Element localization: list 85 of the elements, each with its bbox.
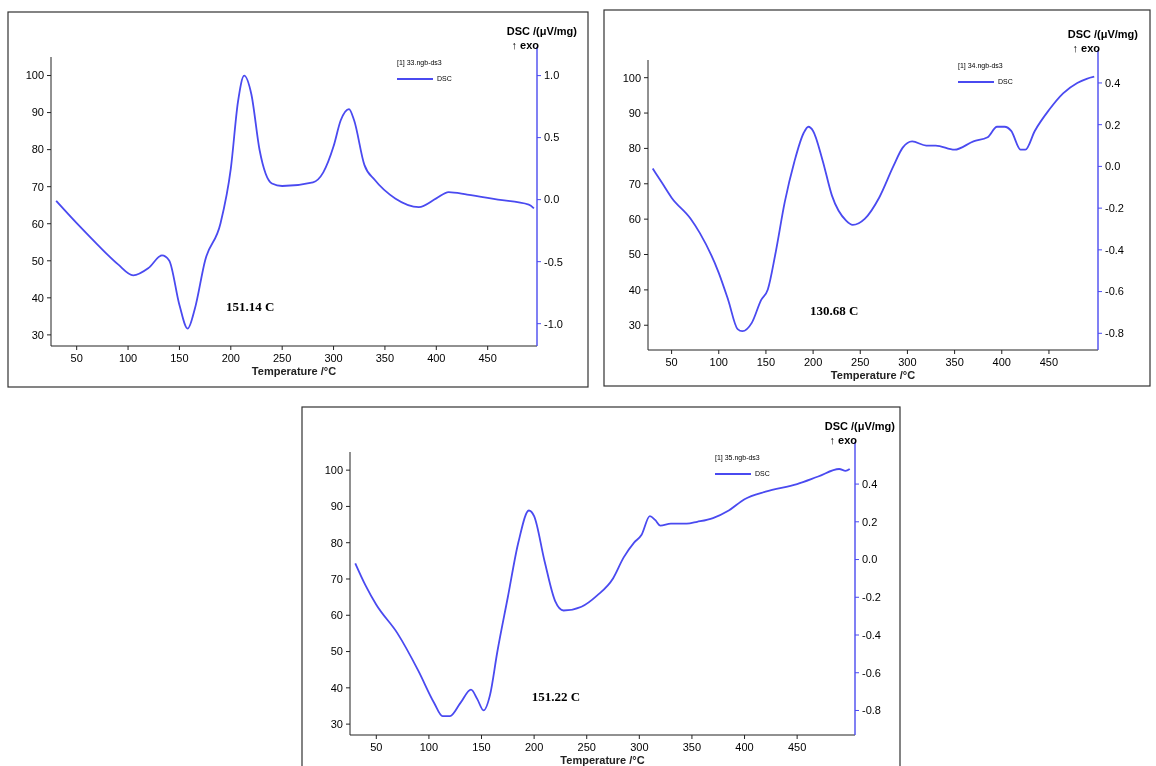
y2-axis-title: DSC /(μV/mg) (824, 420, 896, 432)
line-series (651, 75, 1096, 333)
y-tick-label: 50 (628, 248, 641, 261)
y-tick-label: 80 (31, 143, 44, 156)
line-series (55, 74, 535, 330)
y-tick-label: 50 (31, 254, 44, 267)
x-tick-label: 350 (375, 352, 395, 364)
y-tick-label: 30 (330, 717, 343, 730)
annotation: 151.22 C (531, 689, 581, 705)
y2-tick-label: -0.5 (544, 255, 563, 268)
x-tick-label: 400 (992, 356, 1011, 368)
y2-tick-label: -0.6 (1105, 285, 1124, 298)
y-tick-label: 70 (628, 177, 641, 190)
y-tick-label: 60 (330, 609, 343, 622)
y-tick-label: 50 (330, 645, 343, 658)
x-tick-label: 250 (851, 356, 870, 368)
x-tick-label: 150 (472, 741, 491, 753)
y-tick-label: 60 (31, 217, 44, 230)
x-axis-title: Temperature /°C (560, 754, 645, 766)
x-tick-label: 300 (898, 356, 917, 368)
y-tick-label: 40 (628, 283, 641, 296)
y2-tick-label: 0.2 (1105, 118, 1121, 131)
annotation: 130.68 C (810, 303, 859, 319)
y2-tick-label: 0.0 (1105, 160, 1121, 173)
x-tick-label: 100 (419, 741, 439, 753)
y-tick-label: 80 (330, 536, 343, 549)
annotation: 151.14 C (225, 299, 275, 315)
y-tick-label: 30 (628, 319, 641, 332)
x-tick-label: 350 (945, 356, 964, 368)
y-tick-label: 90 (31, 106, 44, 119)
y2-tick-label: 0.2 (862, 515, 878, 528)
x-tick-label: 400 (735, 741, 754, 753)
x-tick-label: 300 (324, 352, 343, 364)
x-tick-label: 50 (70, 352, 83, 364)
x-tick-label: 450 (478, 352, 497, 364)
x-tick-label: 150 (756, 356, 776, 368)
y-tick-label: 100 (324, 463, 343, 476)
y-tick-label: 70 (330, 572, 343, 585)
x-tick-label: 100 (118, 352, 138, 364)
y-tick-label: 40 (330, 681, 343, 694)
y2-tick-label: -0.2 (862, 591, 881, 604)
x-tick-label: 50 (665, 356, 678, 368)
x-tick-label: 250 (577, 741, 596, 753)
x-tick-label: 400 (427, 352, 446, 364)
x-tick-label: 200 (524, 741, 544, 753)
y2-tick-label: -0.8 (862, 704, 881, 717)
y2-tick-label: 0.0 (544, 193, 560, 206)
y2-tick-label: -0.4 (1105, 243, 1124, 256)
y-tick-label: 90 (628, 106, 641, 119)
text: ↑ exo (1072, 42, 1101, 54)
x-tick-label: 100 (709, 356, 728, 368)
y2-tick-label: 0.4 (862, 477, 878, 490)
x-tick-label: 450 (1039, 356, 1059, 368)
line-series (354, 468, 851, 718)
x-axis-title: Temperature /°C (251, 365, 337, 377)
text: ↑ exo (829, 434, 858, 446)
x-tick-label: 450 (787, 741, 807, 753)
y-tick-label: 70 (31, 180, 44, 193)
y2-axis-title: DSC /(μV/mg) (1067, 28, 1139, 40)
y2-tick-label: 0.4 (1105, 76, 1121, 89)
y-tick-label: 90 (330, 500, 343, 513)
x-tick-label: 300 (630, 741, 649, 753)
y-tick-label: 40 (31, 291, 44, 304)
y2-tick-label: -0.6 (862, 666, 881, 679)
x-tick-label: 350 (682, 741, 702, 753)
y2-axis-title: DSC /(μV/mg) (506, 25, 578, 37)
y2-tick-label: 0.0 (862, 553, 878, 566)
text: ↑ exo (511, 39, 540, 51)
x-tick-label: 150 (170, 352, 189, 364)
y2-tick-label: 0.5 (544, 131, 560, 144)
y2-tick-label: -1.0 (544, 317, 563, 330)
x-tick-label: 200 (221, 352, 240, 364)
y-tick-label: 100 (622, 71, 641, 84)
x-tick-label: 250 (273, 352, 292, 364)
y2-tick-label: 1.0 (544, 69, 560, 82)
y2-tick-label: -0.4 (862, 628, 881, 641)
y-tick-label: 60 (628, 213, 641, 225)
x-axis-title: Temperature /°C (830, 369, 916, 381)
x-tick-label: 200 (803, 356, 823, 368)
y-tick-label: 30 (31, 328, 44, 341)
y-tick-label: 80 (628, 142, 641, 155)
x-tick-label: 50 (370, 741, 383, 753)
y2-tick-label: -0.8 (1105, 327, 1124, 340)
y2-tick-label: -0.2 (1105, 201, 1124, 214)
y-tick-label: 100 (25, 69, 44, 82)
